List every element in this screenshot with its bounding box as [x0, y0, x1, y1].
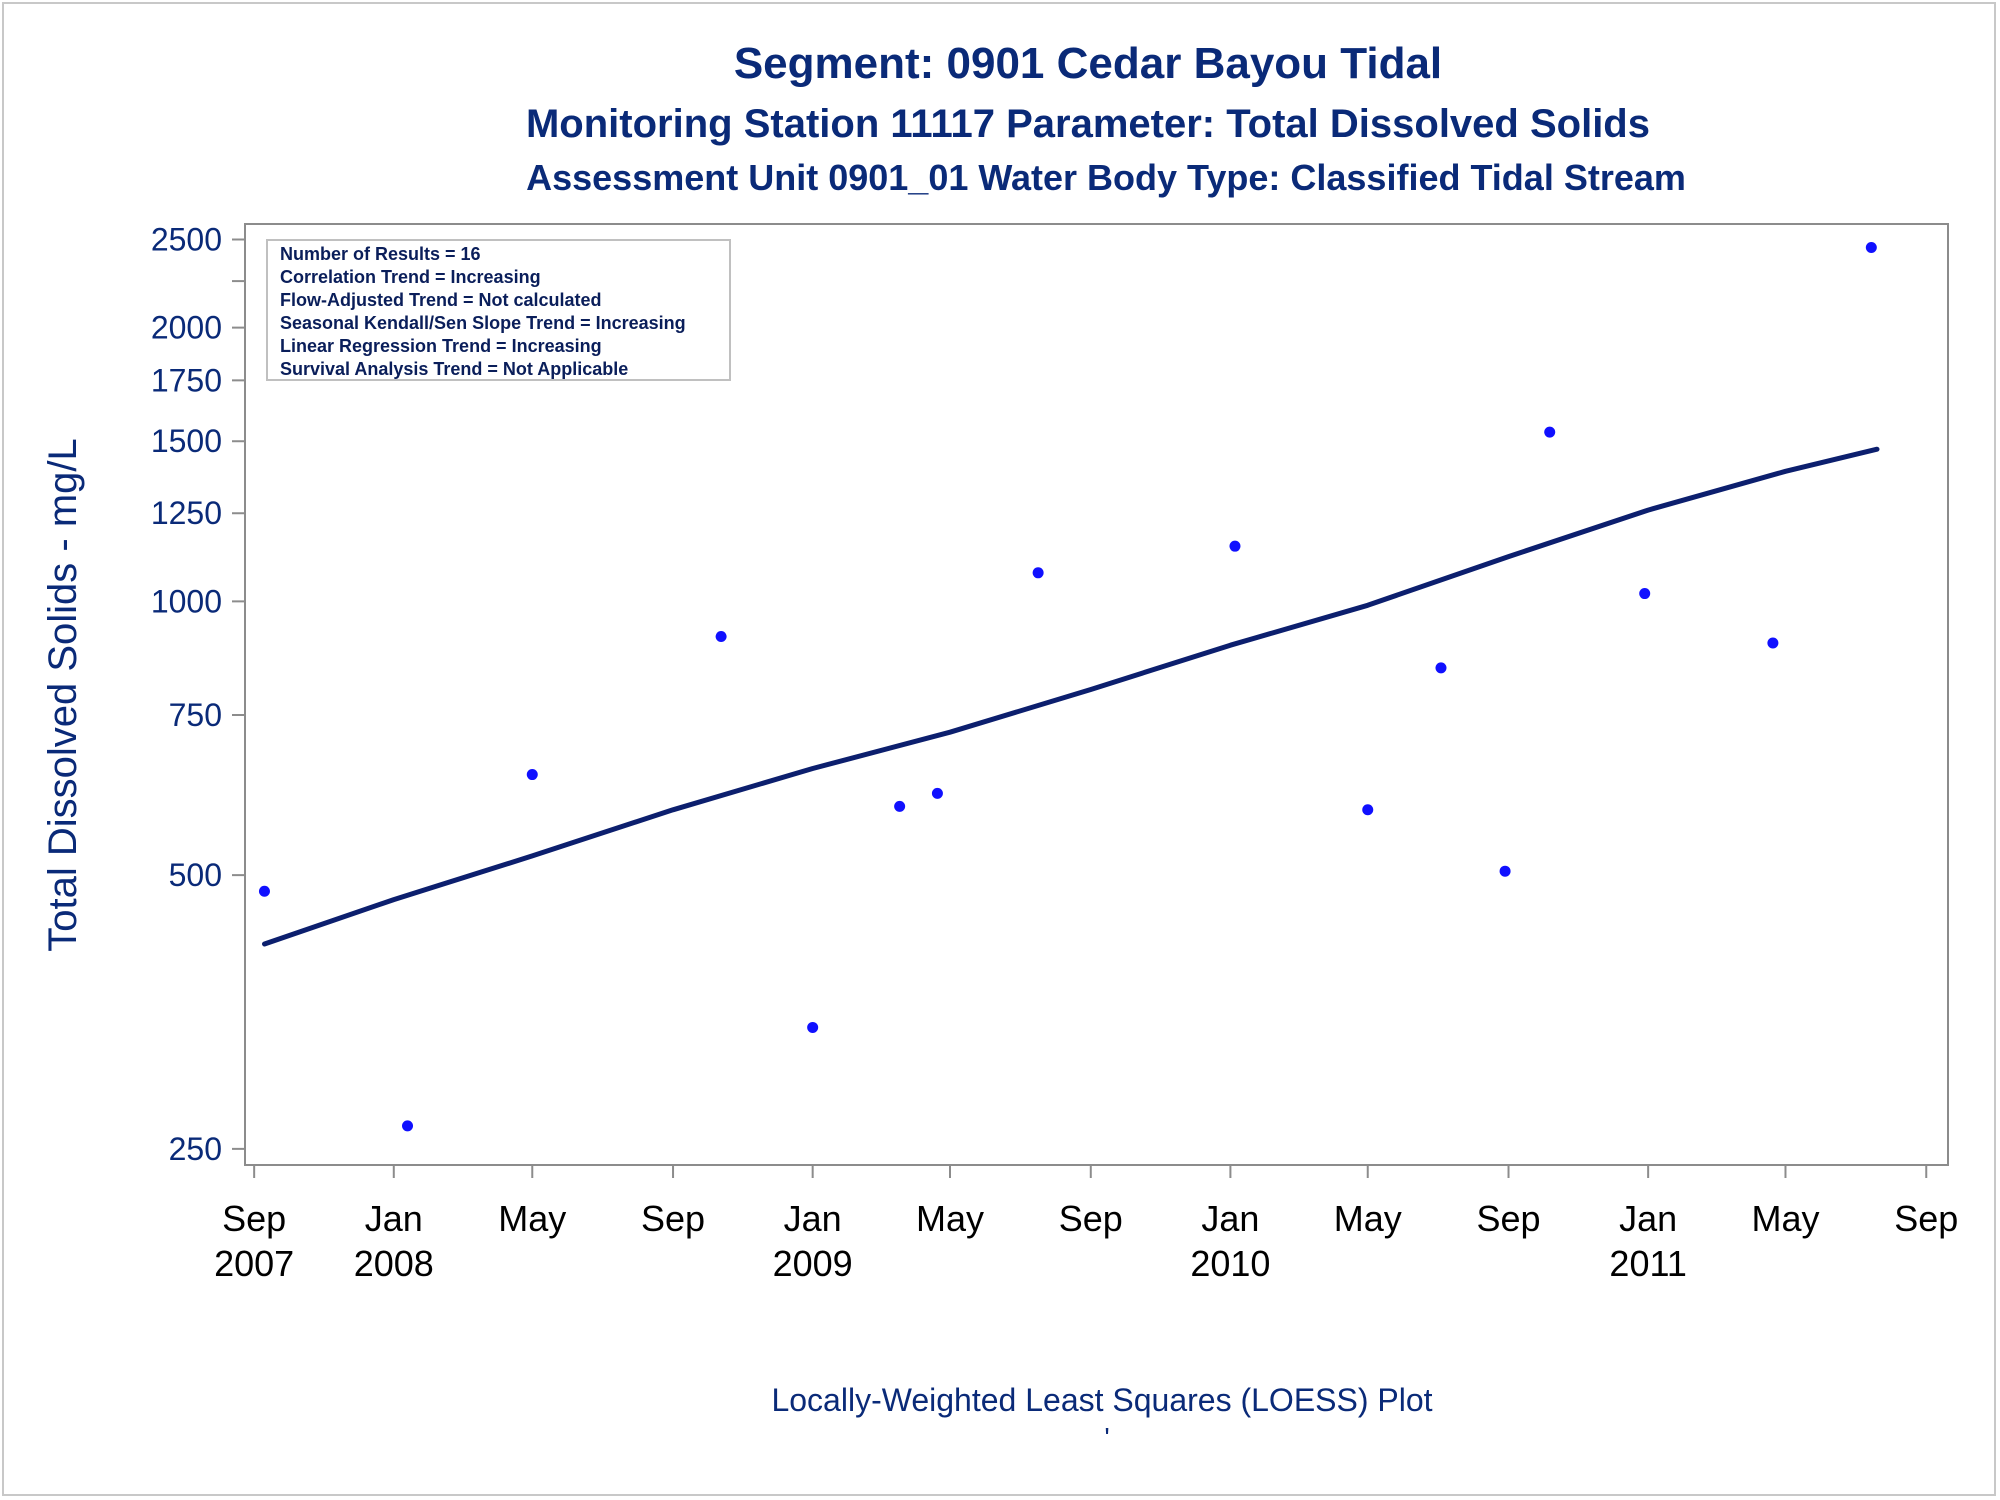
x-tick-year: 2010	[1190, 1243, 1270, 1284]
x-tick-month: Jan	[784, 1198, 842, 1239]
series	[258, 241, 1880, 1132]
data-point	[1499, 865, 1511, 877]
x-tick-month: Jan	[365, 1198, 423, 1239]
x-tick-month: Sep	[1059, 1198, 1123, 1239]
data-point	[1544, 426, 1556, 438]
x-tick-month: Sep	[641, 1198, 705, 1239]
loess-line	[262, 446, 1880, 947]
x-tick-year: 2011	[1609, 1243, 1686, 1284]
legend-line: Correlation Trend = Increasing	[280, 267, 541, 287]
data-point	[807, 1021, 819, 1033]
y-axis-label: Total Dissolved Solids - mg/L	[41, 438, 85, 952]
y-tick-label: 250	[169, 1131, 222, 1167]
y-tick-label: 1000	[151, 583, 222, 619]
data-point	[715, 630, 727, 642]
y-tick-label: 1750	[151, 362, 222, 398]
x-tick-month: May	[916, 1198, 984, 1239]
data-point	[894, 800, 906, 812]
x-tick-year: 2007	[214, 1243, 294, 1284]
data-point	[1032, 567, 1044, 579]
y-tick-label: 1250	[151, 495, 222, 531]
footnote-mark: '	[1104, 1422, 1109, 1453]
data-point	[1865, 241, 1877, 253]
x-tick-month: Jan	[1201, 1198, 1259, 1239]
legend: Number of Results = 16 Correlation Trend …	[266, 239, 731, 381]
data-point	[1767, 637, 1779, 649]
data-point	[1435, 662, 1447, 674]
x-tick-month: May	[1334, 1198, 1402, 1239]
x-tick-year: 2008	[354, 1243, 434, 1284]
x-tick-month: May	[498, 1198, 566, 1239]
y-tick-label: 500	[169, 857, 222, 893]
x-tick-month: Sep	[1476, 1198, 1540, 1239]
footnote: Locally-Weighted Least Squares (LOESS) P…	[771, 1382, 1432, 1418]
chart-subtitle-assessment: Assessment Unit 0901_01 Water Body Type:…	[526, 157, 1686, 198]
legend-line: Number of Results = 16	[280, 244, 481, 264]
y-tick-label: 2000	[151, 310, 222, 346]
data-point	[1229, 540, 1241, 552]
data-point	[1362, 804, 1374, 816]
x-tick-month: Jan	[1619, 1198, 1677, 1239]
x-tick-month: Sep	[1894, 1198, 1958, 1239]
y-tick-label: 750	[169, 697, 222, 733]
legend-line: Linear Regression Trend = Increasing	[280, 336, 602, 356]
legend-box	[266, 239, 731, 381]
x-tick-year: 2009	[773, 1243, 853, 1284]
chart-title: Segment: 0901 Cedar Bayou Tidal	[734, 39, 1442, 88]
y-tick-label: 1500	[151, 423, 222, 459]
data-point	[402, 1120, 414, 1132]
data-point	[258, 885, 270, 897]
y-tick-label: 2500	[151, 221, 222, 257]
data-point	[931, 787, 943, 799]
data-point	[1639, 588, 1651, 600]
data-point	[526, 769, 538, 781]
y-axis: 250 500 750 1000 1250 1500 1750 2000 2500	[151, 221, 245, 1167]
x-tick-month: May	[1751, 1198, 1819, 1239]
legend-line: Survival Analysis Trend = Not Applicable	[280, 359, 628, 379]
legend-line: Flow-Adjusted Trend = Not calculated	[280, 290, 602, 310]
x-tick-month: Sep	[222, 1198, 286, 1239]
legend-line: Seasonal Kendall/Sen Slope Trend = Incre…	[280, 313, 686, 333]
chart-subtitle-station: Monitoring Station 11117 Parameter: Tota…	[526, 102, 1650, 146]
